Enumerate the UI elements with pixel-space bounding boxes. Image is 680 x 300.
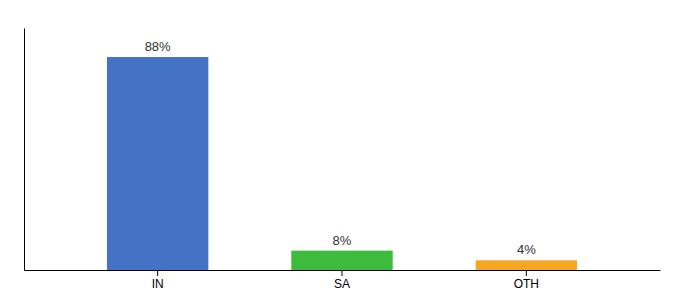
x-tick: SA <box>334 270 350 291</box>
y-axis-line <box>24 29 25 271</box>
x-tick: OTH <box>514 270 539 291</box>
x-tick-label: IN <box>152 277 164 291</box>
chart: IN SA OTH 88% 8% 4% <box>0 0 680 300</box>
bar <box>107 57 208 270</box>
x-tick-mark <box>342 270 343 276</box>
x-tick-mark <box>157 270 158 276</box>
bars <box>107 57 577 270</box>
data-labels: 88% 8% 4% <box>145 39 537 257</box>
plot: IN SA OTH 88% 8% 4% <box>25 29 661 291</box>
data-label: 4% <box>517 242 536 257</box>
x-tick-label: SA <box>334 277 350 291</box>
x-axis: IN SA OTH <box>25 270 661 291</box>
data-label: 88% <box>145 39 171 54</box>
data-label: 8% <box>333 233 352 248</box>
x-tick-label: OTH <box>514 277 539 291</box>
bar <box>291 251 392 270</box>
x-tick-mark <box>526 270 527 276</box>
bar <box>476 260 577 270</box>
x-tick: IN <box>152 270 164 291</box>
y-axis <box>24 29 25 271</box>
